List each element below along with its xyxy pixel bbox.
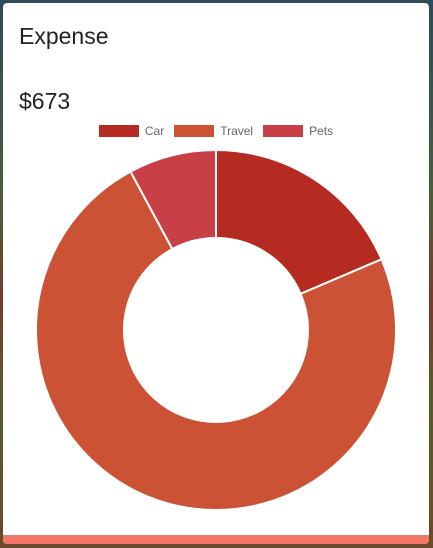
slice-pets[interactable] [129,148,217,251]
chart-legend: Car Travel Pets [3,124,429,138]
legend-item-pets[interactable]: Pets [263,124,333,138]
legend-swatch-car [98,125,139,137]
expense-card: Expense $673 Car Travel Pets [3,3,429,544]
legend-label-travel: Travel [220,124,254,138]
legend-label-car: Car [144,124,165,138]
doughnut-chart [35,148,397,511]
legend-swatch-travel [174,125,215,137]
expense-total: $673 [19,88,71,114]
slice-car[interactable] [215,148,383,296]
legend-label-pets: Pets [309,124,334,138]
card-title: Expense [19,23,109,49]
legend-swatch-pets [263,125,304,137]
card-accent-bar [3,535,429,544]
legend-item-car[interactable]: Car [98,124,165,138]
slice-travel[interactable] [35,170,397,511]
legend-item-travel[interactable]: Travel [174,124,253,138]
